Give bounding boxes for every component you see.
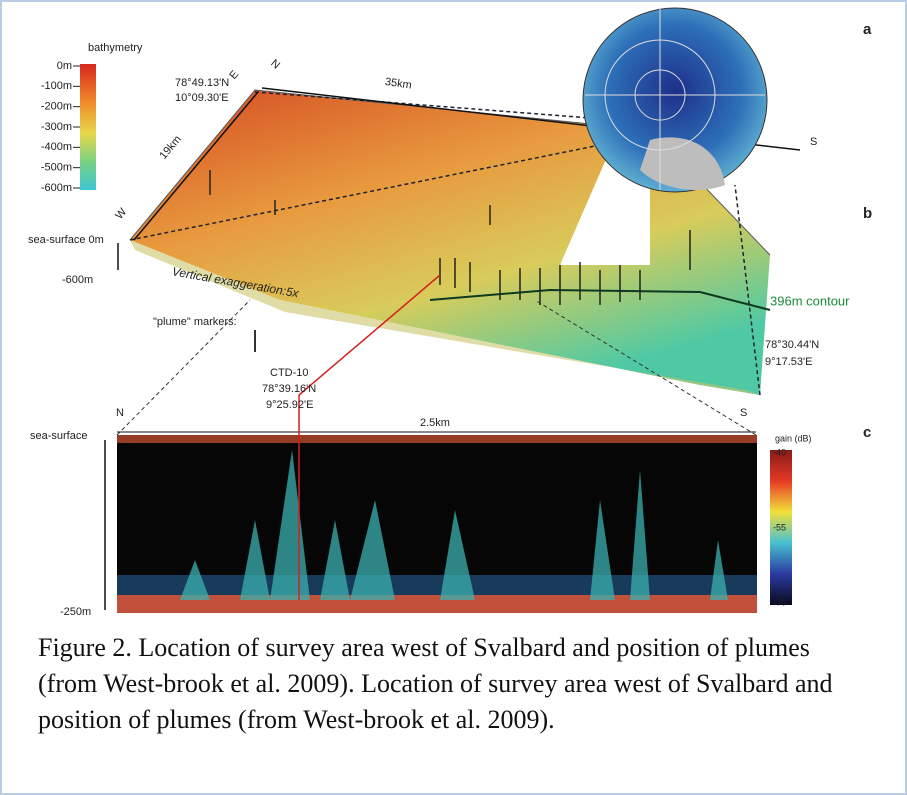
bathymetry-tick: -300m xyxy=(41,121,72,133)
gain-tick: -55 xyxy=(773,522,786,532)
ctd-name: CTD-10 xyxy=(270,367,309,379)
bathymetry-tick: -100m xyxy=(41,80,72,92)
echogram-n: N xyxy=(116,407,124,419)
bathymetry-tick: 0m xyxy=(57,60,72,72)
corner-lon: 9°17.53'E xyxy=(765,356,812,368)
ctd-lat: 78°39.16'N xyxy=(262,383,316,395)
panel-label: c xyxy=(863,424,871,441)
surface-echo xyxy=(117,435,757,443)
bathymetry-title: bathymetry xyxy=(88,42,143,54)
page: bathymetry 0m -100m -200m -300m -400m -500m -6… xyxy=(0,0,907,795)
near-bed-layer xyxy=(117,575,757,595)
corner-lon: 10°09.30'E xyxy=(175,92,229,104)
depth-top: sea-surface 0m xyxy=(28,234,104,246)
echogram-length: 2.5km xyxy=(420,417,450,429)
caption: Figure 2. Location of survey area west o… xyxy=(38,630,868,738)
gain-tick: -70 xyxy=(773,597,786,607)
echogram-bottom: -250m xyxy=(60,606,91,618)
echogram-s: S xyxy=(740,407,747,419)
length-label: 35km xyxy=(384,76,412,92)
seabed-echo xyxy=(117,595,757,613)
ctd-lon: 9°25.92'E xyxy=(266,399,313,411)
bathymetry-colorbar xyxy=(80,64,96,190)
depth-bottom: -600m xyxy=(62,274,93,286)
panel-label: a xyxy=(863,21,872,38)
corner-lat: 78°30.44'N xyxy=(765,339,819,351)
compass-w: W xyxy=(113,206,129,222)
plume-markers-label: "plume" markers: xyxy=(153,316,237,328)
bathymetry-tick: -200m xyxy=(41,101,72,113)
panel-label: b xyxy=(863,205,872,222)
bathymetry-tick: -400m xyxy=(41,141,72,153)
width-label: 19km xyxy=(157,133,183,161)
gain-tick: -40 xyxy=(773,447,786,457)
gain-title: gain (dB) xyxy=(775,433,812,443)
compass-n: N xyxy=(268,57,282,71)
echogram-top: sea-surface xyxy=(30,430,87,442)
bathymetry-tick: -600m xyxy=(41,182,72,194)
corner-lat: 78°49.13'N xyxy=(175,77,229,89)
bathymetry-tick: -500m xyxy=(41,162,72,174)
compass-e: E xyxy=(227,68,241,81)
compass-s: S xyxy=(810,136,817,148)
contour-label: 396m contour xyxy=(770,293,850,308)
